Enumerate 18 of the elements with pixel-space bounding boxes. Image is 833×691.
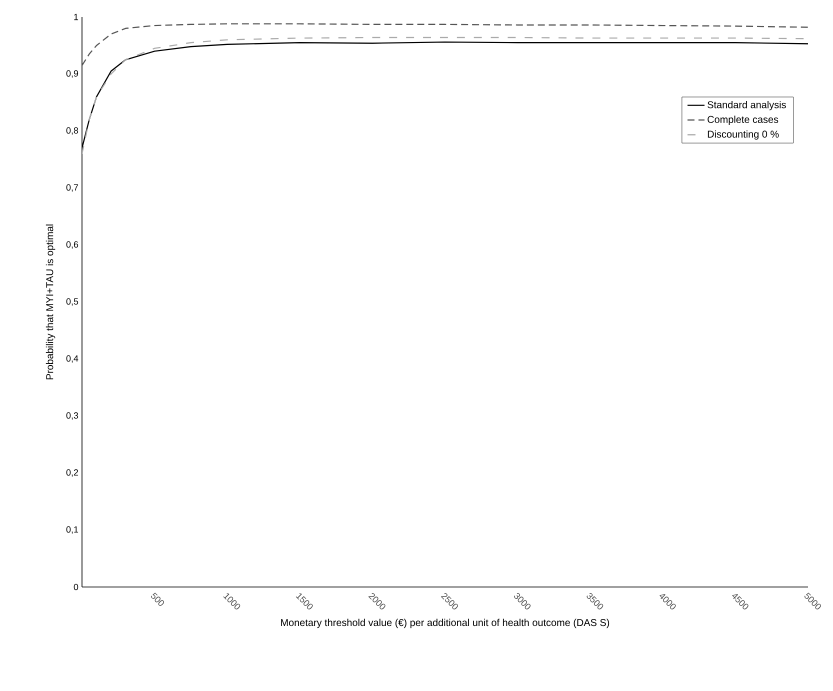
- y-tick-label: 0,7: [66, 184, 78, 192]
- y-tick-label: 0,8: [66, 127, 78, 135]
- y-tick-label: 0,5: [66, 298, 78, 306]
- y-tick-label: 0,4: [66, 355, 78, 363]
- legend-label: Discounting 0 %: [708, 130, 779, 140]
- legend-label: Standard analysis: [708, 100, 786, 110]
- y-tick-label: 0: [74, 584, 78, 590]
- y-tick-label: 1: [74, 14, 78, 20]
- legend-label: Complete cases: [708, 116, 778, 125]
- y-tick-label: 0,2: [66, 469, 78, 477]
- y-tick-label: 0,1: [66, 526, 78, 534]
- y-tick-label: 0,6: [66, 241, 78, 249]
- x-tick-label: 500: [151, 592, 164, 606]
- y-tick-label: 0,3: [66, 412, 78, 420]
- y-tick-label: 0,9: [66, 70, 78, 78]
- line-series: [82, 23, 808, 66]
- y-axis-title: Probability that MYI+TAU is optimal: [46, 224, 56, 380]
- x-axis-title: Monetary threshold value (€) per additional unit of health outcome (DAS S): [281, 618, 610, 628]
